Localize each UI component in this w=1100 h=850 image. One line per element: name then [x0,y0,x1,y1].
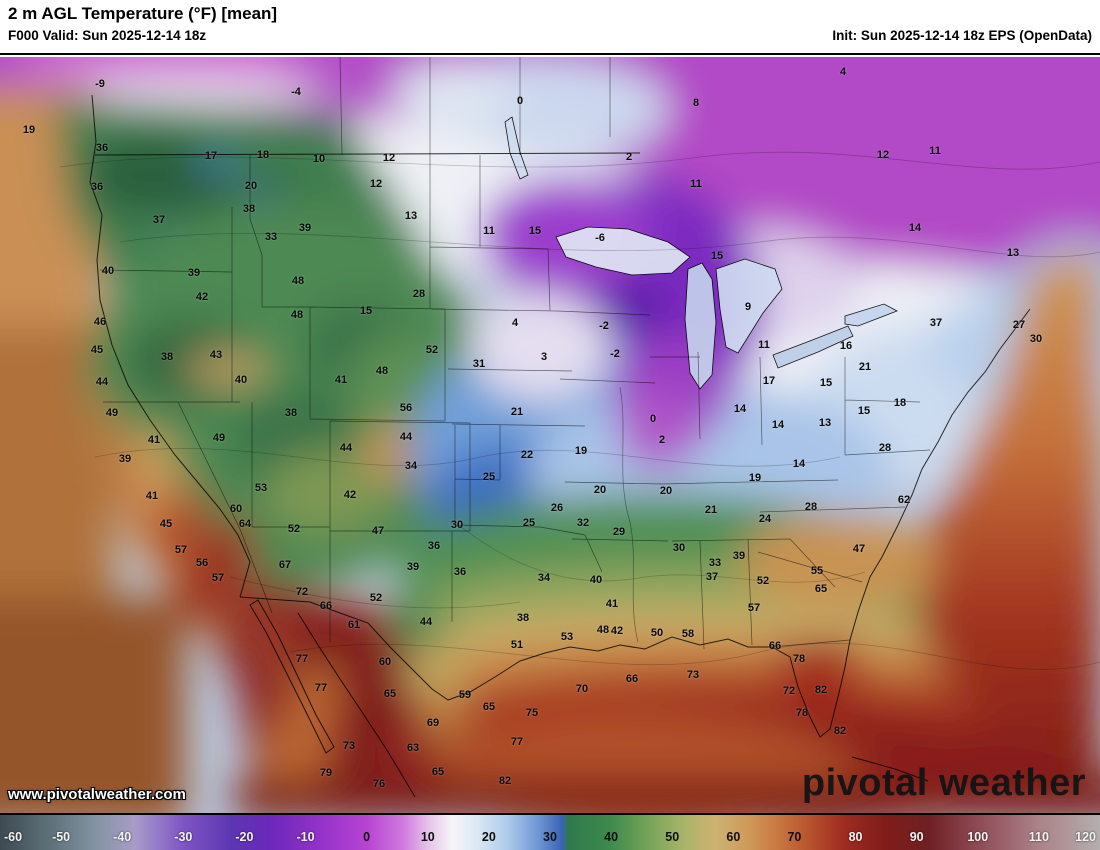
state-borders [99,57,931,650]
colorbar-tick-label: -20 [235,830,254,844]
temperature-field [0,57,1100,813]
header-meta-row: F000 Valid: Sun 2025-12-14 18z Init: Sun… [8,28,1092,43]
map-header: 2 m AGL Temperature (°F) [mean] F000 Val… [0,0,1100,55]
colorbar-gradient [0,815,1100,850]
colorbar-tick-label: -40 [113,830,132,844]
great-lakes [504,116,898,390]
colorbar-ticks: -60 -50 -40 -30 -20 -10 0 10 20 30 40 50 60 70 80 90 100… [0,815,1100,850]
colorbar-tick-label: 50 [665,830,680,844]
colorbar-tick-label: 30 [543,830,557,844]
colorbar-tick-label: -50 [52,830,71,844]
valid-time-label: F000 Valid: Sun 2025-12-14 18z [8,28,207,43]
colorbar-tick-label: 120 [1075,830,1096,844]
colorbar-tick-label: 10 [420,830,435,844]
colorbar-tick-label: -10 [296,830,315,844]
colorbar-tick-label: -60 [4,830,23,844]
colorbar-tick-label: 70 [787,830,802,844]
coastlines [89,94,1031,798]
colorbar: -60 -50 -40 -30 -20 -10 0 10 20 30 40 50 60 70 80 90 100… [0,813,1100,850]
colorbar-tick-label: 40 [604,830,619,844]
page-title: 2 m AGL Temperature (°F) [mean] [8,4,278,23]
init-time-label: Init: Sun 2025-12-14 18z EPS (OpenData) [832,28,1092,43]
colorbar-tick-label: 100 [967,830,989,844]
temperature-map-graphic [0,57,1100,813]
isotherm-contours [59,151,1100,670]
colorbar-tick-label: 20 [481,830,496,844]
pivotalweather-logo: pivotal weather [801,762,1086,804]
colorbar-tick-label: 110 [1028,830,1049,844]
colorbar-tick-label: -30 [174,830,193,844]
colorbar-tick-label: 90 [909,830,924,844]
colorbar-tick-label: 80 [848,830,863,844]
map-area [0,57,1100,813]
colorbar-tick-label: 0 [363,830,371,844]
colorbar-tick-label: 60 [726,830,741,844]
watermark: www.pivotalweather.com [8,786,186,803]
